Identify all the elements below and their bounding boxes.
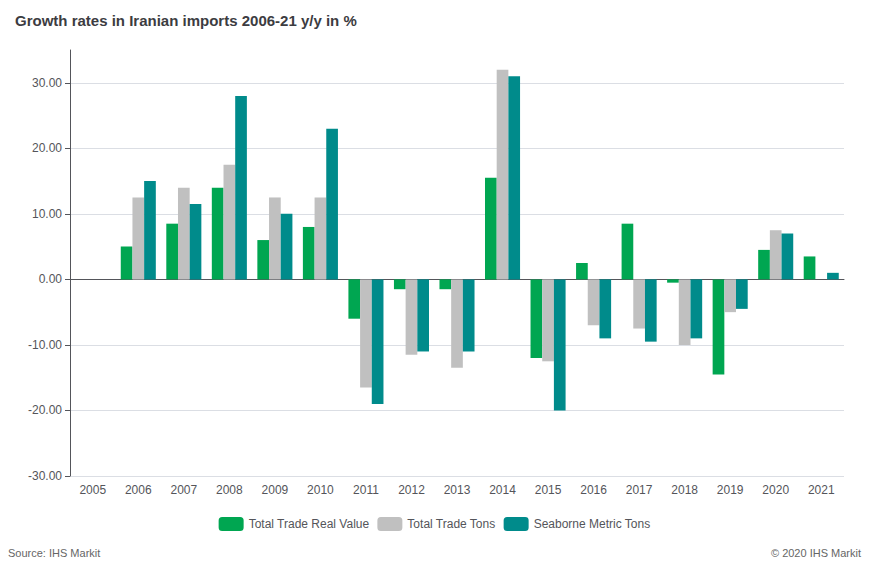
svg-text:2019: 2019 [717, 483, 744, 497]
svg-text:2006: 2006 [125, 483, 152, 497]
svg-text:20.00: 20.00 [32, 141, 62, 155]
svg-text:2020: 2020 [762, 483, 789, 497]
svg-text:2007: 2007 [170, 483, 197, 497]
svg-text:2017: 2017 [626, 483, 653, 497]
svg-text:2005: 2005 [79, 483, 106, 497]
svg-text:Total Trade Tons: Total Trade Tons [407, 517, 495, 531]
svg-text:Source: IHS Markit: Source: IHS Markit [8, 547, 100, 559]
svg-text:2016: 2016 [580, 483, 607, 497]
svg-text:Total Trade Real Value: Total Trade Real Value [249, 517, 370, 531]
svg-text:Growth rates in Iranian import: Growth rates in Iranian imports 2006-21 … [15, 12, 357, 29]
svg-text:10.00: 10.00 [32, 207, 62, 221]
svg-text:© 2020 IHS Markit: © 2020 IHS Markit [771, 547, 861, 559]
svg-text:0.00: 0.00 [39, 272, 63, 286]
svg-text:2011: 2011 [353, 483, 379, 497]
svg-text:30.00: 30.00 [32, 76, 62, 90]
svg-text:2008: 2008 [216, 483, 243, 497]
svg-text:-10.00: -10.00 [28, 338, 62, 352]
svg-text:2009: 2009 [262, 483, 289, 497]
svg-text:-30.00: -30.00 [28, 469, 62, 483]
svg-text:-20.00: -20.00 [28, 403, 62, 417]
svg-text:2012: 2012 [398, 483, 425, 497]
svg-text:2018: 2018 [671, 483, 698, 497]
svg-text:2010: 2010 [307, 483, 334, 497]
svg-text:Seaborne Metric Tons: Seaborne Metric Tons [534, 517, 651, 531]
svg-text:2013: 2013 [444, 483, 471, 497]
svg-text:2014: 2014 [489, 483, 516, 497]
svg-text:2021: 2021 [808, 483, 835, 497]
svg-text:2015: 2015 [535, 483, 562, 497]
